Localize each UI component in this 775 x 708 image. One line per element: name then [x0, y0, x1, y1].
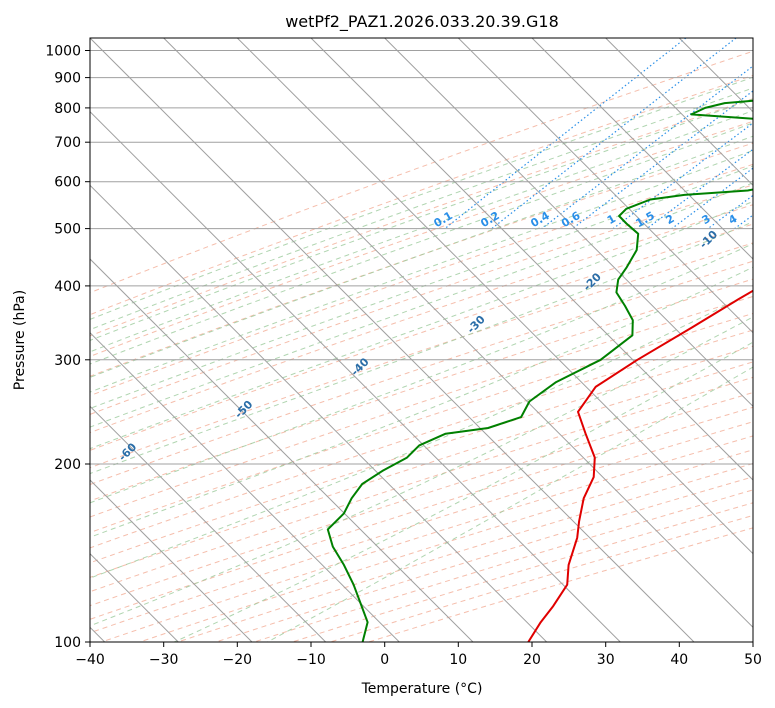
y-axis-label: Pressure (hPa) [12, 290, 28, 390]
x-axis-label: Temperature (°C) [361, 681, 483, 697]
mixing-ratio-label: 4 [726, 212, 739, 227]
x-tick-label: −10 [296, 652, 326, 668]
moist-adiabat-line [90, 182, 753, 428]
dry-adiabat-line [90, 204, 753, 434]
mixing-ratio-label: 1 [605, 212, 618, 227]
y-tick-label: 800 [54, 101, 81, 117]
moist-adiabat-line [90, 221, 753, 475]
x-tick-label: −20 [223, 652, 253, 668]
isotherm-line [236, 38, 753, 555]
dry-adiabat-label: -30 [465, 313, 488, 336]
isotherm-line [90, 258, 474, 642]
dry-adiabat-line [90, 163, 753, 397]
dry-adiabat-line [90, 345, 753, 564]
dry-adiabat-line [368, 527, 753, 642]
isotherm-line [90, 331, 400, 642]
mixing-ratio-label: 0.1 [431, 209, 454, 230]
isotherm-line [310, 38, 753, 481]
x-tick-label: 40 [670, 652, 688, 668]
dry-adiabat-line [90, 50, 753, 294]
moist-adiabat-line [90, 76, 753, 320]
y-tick-label: 400 [54, 279, 81, 295]
dry-adiabat-label: -60 [116, 440, 139, 463]
mixing-ratio-line [491, 38, 737, 230]
dry-adiabat-line [90, 295, 753, 518]
isotherm-line [384, 38, 753, 408]
moist-adiabat-line [267, 366, 753, 642]
mixing-ratio-label: 6 [765, 212, 775, 227]
x-tick-label: −30 [149, 652, 179, 668]
x-tick-label: 10 [449, 652, 467, 668]
x-tick-label: 50 [744, 652, 762, 668]
moist-adiabat-line [90, 87, 753, 331]
isotherm-line [90, 110, 621, 642]
isotherm-line [752, 38, 753, 39]
isotherm-line [163, 38, 753, 629]
y-tick-label: 700 [54, 135, 81, 151]
dry-adiabat-line [90, 74, 753, 316]
isotherm-line [678, 38, 753, 113]
y-tick-label: 600 [54, 175, 81, 191]
mixing-ratio-line [671, 167, 753, 230]
dry-adiabat-line [90, 392, 753, 607]
y-tick-label: 1000 [45, 44, 81, 60]
mixing-ratio-line [734, 214, 753, 230]
mixing-ratio-label: 2 [663, 212, 676, 227]
plot-frame [89, 37, 754, 643]
isotherm-line [457, 38, 753, 334]
y-tick-label: 900 [54, 71, 81, 87]
x-tick-label: 20 [523, 652, 541, 668]
isotherm-line [605, 38, 753, 187]
dry-adiabat-label: -20 [581, 270, 604, 293]
mixing-ratio-line [541, 65, 753, 230]
mixing-ratio-line [572, 90, 753, 230]
moist-adiabat-line [90, 266, 753, 538]
isotherm-line [531, 38, 753, 260]
dewpoint-line [326, 99, 753, 642]
isotherm-line [90, 38, 695, 642]
x-tick-label: 30 [597, 652, 615, 668]
dry-adiabat-label: -50 [232, 398, 255, 421]
dry-adiabat-label: -10 [697, 228, 720, 251]
dry-adiabat-line [215, 476, 753, 642]
dry-adiabat-line [90, 242, 753, 469]
mixing-ratio-label: 1.5 [634, 209, 657, 230]
moist-adiabat-line [90, 200, 753, 450]
mixing-ratio-line [707, 194, 753, 230]
x-tick-label: −40 [75, 652, 105, 668]
isotherm-line [90, 184, 548, 642]
temperature-line [527, 289, 753, 642]
x-tick-label: 0 [380, 652, 389, 668]
y-tick-label: 200 [54, 457, 81, 473]
dry-adiabat-line [90, 98, 753, 337]
moist-adiabat-line [90, 149, 753, 393]
dry-adiabat-line [177, 462, 753, 642]
mixing-ratio-label: 0.6 [559, 209, 583, 230]
moist-adiabat-line [90, 165, 753, 409]
isotherm-line [90, 479, 253, 642]
isotherm-line [90, 405, 327, 642]
mixing-ratio-label: 0.4 [528, 209, 552, 230]
dry-adiabat-line [90, 278, 753, 502]
y-tick-label: 500 [54, 222, 81, 238]
dry-adiabat-label: -40 [348, 355, 371, 378]
moist-adiabat-line [90, 316, 753, 627]
mixing-ratio-label: 3 [700, 212, 713, 227]
chart-title: wetPf2_PAZ1.2026.033.20.39.G18 [285, 12, 559, 32]
dry-adiabat-line [90, 376, 753, 593]
dry-adiabat-line [101, 435, 753, 642]
y-tick-label: 100 [54, 635, 81, 651]
moist-adiabat-line [90, 98, 753, 341]
dry-adiabat-label: -70 [0, 483, 23, 506]
y-tick-label: 300 [54, 353, 81, 369]
